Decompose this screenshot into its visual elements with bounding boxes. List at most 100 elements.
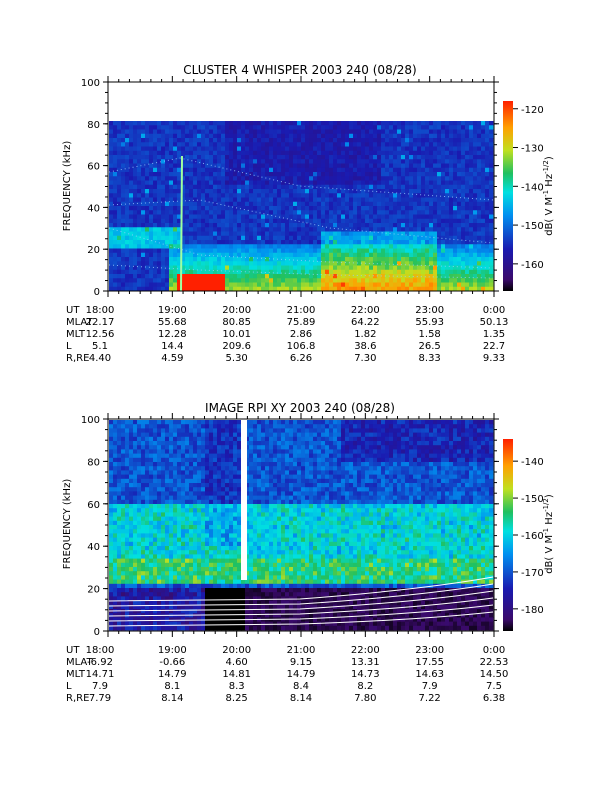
spectrogram-cell: [161, 554, 166, 559]
spectrogram-cell: [181, 625, 186, 631]
spectrogram-cell: [169, 474, 174, 480]
spectrogram-cell: [281, 231, 286, 237]
spectrogram-cell: [373, 286, 378, 292]
spectrogram-cell: [261, 184, 266, 190]
spectrogram-cell: [157, 592, 162, 597]
spectrogram-cell: [333, 235, 338, 241]
spectrogram-cell: [177, 129, 182, 135]
spectrogram-cell: [173, 269, 178, 275]
spectrogram-cell: [121, 617, 126, 622]
spectrogram-cell: [149, 172, 154, 177]
spectrogram-cell: [421, 201, 426, 207]
spectrogram-cell: [113, 189, 118, 194]
spectrogram-cell: [441, 167, 446, 173]
spectrogram-cell: [421, 129, 426, 135]
spectrogram-cell: [365, 206, 370, 211]
spectrogram-cell: [401, 274, 406, 279]
spectrogram-cell: [137, 269, 142, 275]
spectrogram-cell: [149, 466, 154, 471]
spectrogram-cell: [269, 201, 274, 207]
spectrogram-cell: [113, 453, 118, 459]
spectrogram-cell: [269, 269, 274, 275]
spectrogram-cell: [173, 146, 178, 152]
spectrogram-cell: [169, 604, 174, 610]
spectrogram-cell: [453, 142, 458, 147]
spectrogram-cell: [157, 142, 162, 147]
spectrogram-cell: [245, 269, 250, 275]
spectrogram-cell: [193, 223, 198, 228]
spectrogram-cell: [197, 235, 202, 241]
spectrogram-cell: [301, 286, 306, 292]
spectrogram-cell: [269, 286, 274, 292]
spectrogram-cell: [241, 189, 246, 194]
spectrogram-cell: [149, 516, 154, 522]
spectrogram-cell: [137, 554, 142, 559]
spectrogram-cell: [121, 261, 126, 266]
spectrogram-cell: [473, 150, 478, 156]
spectrogram-cell: [389, 223, 394, 228]
spectrogram-cell: [289, 231, 294, 237]
spectrogram-cell: [137, 235, 142, 241]
spectrogram-cell: [377, 138, 382, 143]
spectrogram-cell: [413, 248, 418, 254]
spectrogram-cell: [305, 155, 310, 160]
spectrogram-cell: [149, 525, 154, 530]
spectrogram-cell: [453, 286, 458, 292]
spectrogram-cell: [369, 278, 374, 283]
spectrogram-cell: [241, 223, 246, 228]
spectrogram-cell: [129, 625, 134, 631]
spectrogram-cell: [169, 420, 174, 425]
spectrogram-cell: [449, 155, 454, 160]
spectrogram-cell: [409, 218, 414, 224]
spectrogram-cell: [261, 142, 266, 147]
spectrogram-cell: [109, 487, 114, 492]
spectrogram-cell: [185, 167, 190, 173]
spectrogram-cell: [361, 244, 366, 249]
spectrogram-cell: [141, 487, 146, 492]
spectrogram-cell: [201, 201, 206, 207]
spectrogram-cell: [381, 274, 386, 279]
spectrogram-cell: [205, 138, 210, 143]
spectrogram-cell: [413, 201, 418, 207]
spectrogram-cell: [177, 550, 182, 555]
spectrogram-cell: [177, 441, 182, 446]
spectrogram-cell: [177, 193, 182, 198]
spectrogram-cell: [457, 257, 462, 262]
spectrogram-cell: [193, 282, 198, 288]
spectrogram-cell: [245, 261, 250, 266]
spectrogram-cell: [109, 155, 114, 160]
spectrogram-cell: [149, 571, 154, 576]
spectrogram-cell: [157, 184, 162, 190]
spectrogram-cell: [397, 201, 402, 207]
spectrogram-cell: [113, 504, 118, 509]
spectrogram-cell: [109, 491, 114, 496]
spectrogram-cell: [325, 159, 330, 164]
spectrogram-cell: [257, 240, 262, 245]
spectrogram-cell: [373, 133, 378, 139]
spectrogram-cell: [277, 189, 282, 194]
spectrogram-cell: [273, 133, 278, 139]
spectrogram-cell: [149, 487, 154, 492]
spectrogram-cell: [401, 193, 406, 198]
spectrogram-cell: [161, 172, 166, 177]
spectrogram-cell: [265, 159, 270, 164]
spectrogram-cell: [365, 125, 370, 130]
spectrogram-cell: [389, 218, 394, 224]
spectrogram-cell: [129, 571, 134, 576]
spectrogram-cell: [437, 274, 442, 279]
spectrogram-cell: [481, 172, 486, 177]
spectrogram-cell: [369, 214, 374, 220]
spectrogram-cell: [377, 146, 382, 152]
spectrogram-cell: [317, 197, 322, 203]
spectrogram-cell: [309, 121, 314, 126]
spectrogram-cell: [221, 278, 226, 283]
spectrogram-cell: [237, 286, 242, 292]
spectrogram-cell: [145, 252, 150, 258]
spectrogram-cell: [453, 261, 458, 266]
spectrogram-cell: [181, 227, 186, 232]
spectrogram-cell: [437, 125, 442, 130]
spectrogram-cell: [169, 537, 174, 543]
spectrogram-cell: [441, 231, 446, 237]
spectrogram-cell: [165, 240, 170, 245]
spectrogram-cell: [281, 206, 286, 211]
